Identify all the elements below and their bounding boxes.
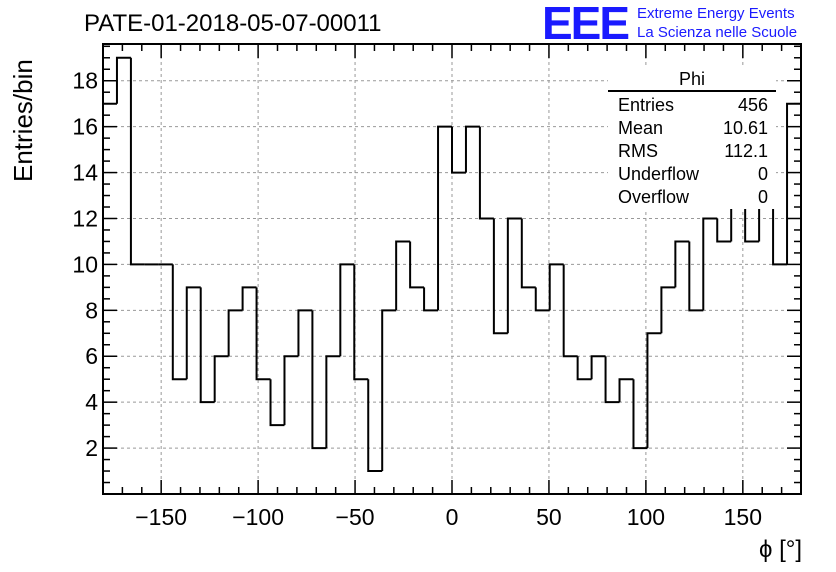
y-tick-label: 12 [72, 205, 98, 231]
stats-value: 456 [737, 95, 768, 115]
histogram-bin [632, 379, 648, 450]
histogram-bin [478, 126, 494, 220]
histogram-bin [534, 287, 550, 312]
histogram-bin [241, 286, 257, 311]
histogram-bin [115, 56, 131, 104]
y-axis-label: Entries/bin [8, 59, 38, 182]
histogram-bin [367, 379, 383, 473]
histogram-bin [185, 286, 201, 380]
y-tick-label: 16 [72, 114, 98, 140]
x-tick-label: −150 [135, 504, 187, 530]
stats-label: RMS [618, 141, 658, 161]
histogram-bin [381, 309, 397, 472]
stats-value: 10.61 [722, 118, 768, 138]
histogram-bin [562, 264, 578, 358]
histogram-bin [492, 218, 508, 335]
y-tick-label: 2 [85, 435, 98, 461]
histogram-bin [576, 356, 592, 381]
histogram-bin [660, 286, 676, 334]
x-axis-label: ϕ [°] [758, 536, 802, 563]
chart-title: PATE-01-2018-05-07-00011 [84, 10, 382, 37]
stats-box: Phi Entries 456 Mean 10.61 RMS 112.1 Und… [608, 68, 776, 209]
histogram-bin [255, 287, 271, 381]
histogram-bin [129, 57, 145, 266]
x-tick-label: 50 [536, 504, 562, 530]
histogram-bin [618, 378, 634, 403]
y-tick-label: 18 [72, 68, 98, 94]
histogram-bin [437, 125, 452, 311]
histogram-bin [395, 240, 411, 311]
histogram-bin [311, 310, 327, 450]
stats-row-underflow: Underflow 0 [608, 163, 776, 186]
stats-row-overflow: Overflow 0 [608, 186, 776, 209]
logo-line-1: Extreme Energy Events [637, 5, 795, 22]
y-tick-label: 8 [85, 297, 98, 323]
histogram-bin [269, 379, 285, 427]
histogram-bin [590, 355, 606, 380]
x-tick-label: 150 [724, 504, 762, 530]
histogram-bin [227, 309, 243, 357]
x-tick-label: 100 [627, 504, 665, 530]
histogram-bin [716, 218, 732, 243]
y-tick-label: 6 [85, 343, 98, 369]
histogram-bin [409, 241, 425, 289]
stats-value: 0 [757, 187, 768, 207]
y-tick-label: 10 [72, 251, 98, 277]
histogram-bin [451, 126, 466, 174]
stats-label: Entries [618, 95, 675, 115]
x-tick-label: −100 [232, 504, 284, 530]
stats-label: Mean [618, 118, 664, 138]
x-tick-label: 0 [446, 504, 459, 530]
y-tick-label: 14 [72, 160, 98, 186]
histogram-bin [213, 355, 229, 403]
stats-row-mean: Mean 10.61 [608, 117, 776, 140]
stats-value: 0 [757, 164, 768, 184]
eee-logo: EEE [542, 0, 630, 49]
stats-label: Underflow [618, 164, 700, 184]
logo-line-2: La Scienza nelle Scuole [637, 24, 798, 41]
histogram-bin [325, 355, 341, 449]
stats-label: Overflow [618, 187, 690, 207]
histogram-bin [506, 217, 522, 334]
histogram-bin [604, 356, 620, 404]
y-tick-label: 4 [85, 389, 98, 415]
histogram-bin [283, 355, 299, 426]
histogram-bin [339, 263, 355, 357]
stats-title: Phi [608, 68, 776, 92]
histogram-bin [464, 125, 480, 173]
histogram-bin [171, 264, 187, 381]
histogram-bin [353, 264, 369, 381]
histogram-bin [688, 241, 704, 312]
histogram-bin [702, 217, 718, 311]
histogram-bin [674, 240, 690, 288]
stats-value: 112.1 [724, 141, 768, 161]
logo-caption: Extreme Energy Events La Scienza nelle S… [637, 4, 797, 42]
histogram-bin [548, 263, 564, 311]
y-axis-label-wrap: Entries/bin [8, 59, 131, 213]
stats-row-rms: RMS 112.1 [608, 140, 776, 163]
histogram-bin [646, 332, 662, 449]
histogram-bin [297, 309, 313, 357]
histogram-bin [199, 287, 215, 404]
histogram-bin [423, 287, 439, 312]
stats-row-entries: Entries 456 [608, 94, 776, 117]
x-tick-label: −50 [336, 504, 375, 530]
histogram-bin [520, 218, 536, 289]
